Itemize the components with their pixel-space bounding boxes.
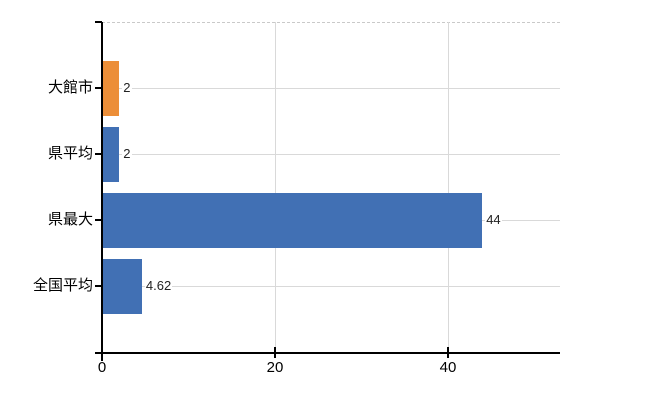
category-label: 県最大 (47, 211, 93, 228)
category-label: 大館市 (47, 79, 93, 96)
h-gridline (102, 88, 560, 89)
bar (102, 258, 142, 314)
bar-value-label: 44 (485, 212, 502, 228)
bar-value-label: 2 (122, 80, 132, 96)
y-axis-line (101, 22, 103, 361)
bar (102, 192, 483, 248)
x-tick-label: 0 (97, 359, 107, 376)
category-label: 全国平均 (32, 277, 93, 294)
h-gridline (102, 286, 560, 287)
bar-value-label: 2 (122, 146, 132, 162)
axis-top-tick (95, 21, 102, 23)
bar (102, 126, 120, 182)
category-tick (95, 219, 102, 221)
v-gridline (275, 22, 276, 353)
v-gridline (448, 22, 449, 353)
x-tick-label: 20 (266, 359, 284, 376)
category-tick (95, 87, 102, 89)
category-tick (95, 153, 102, 155)
h-gridline (102, 154, 560, 155)
category-label: 県平均 (47, 145, 93, 162)
x-axis-line (95, 352, 560, 354)
x-tick-label: 40 (439, 359, 457, 376)
bar-value-label: 4.62 (144, 278, 173, 294)
bar (102, 60, 120, 116)
category-tick (95, 285, 102, 287)
plot-top-border (102, 22, 560, 23)
